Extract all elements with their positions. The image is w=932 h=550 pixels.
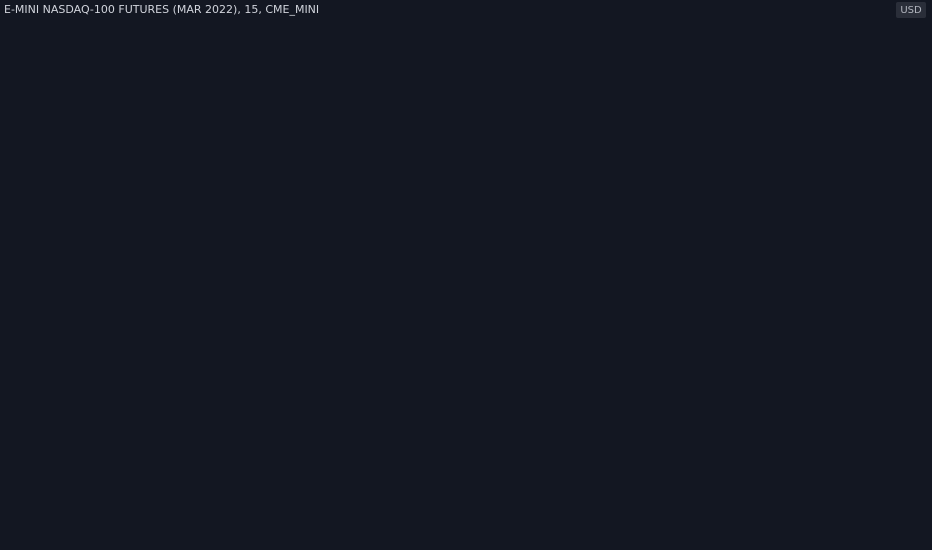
currency: USD xyxy=(900,5,922,16)
currency-badge xyxy=(896,2,926,18)
chart-title: E-MINI NASDAQ-100 FUTURES (MAR 2022), 15… xyxy=(4,3,319,16)
price-axis-panel xyxy=(860,0,932,550)
